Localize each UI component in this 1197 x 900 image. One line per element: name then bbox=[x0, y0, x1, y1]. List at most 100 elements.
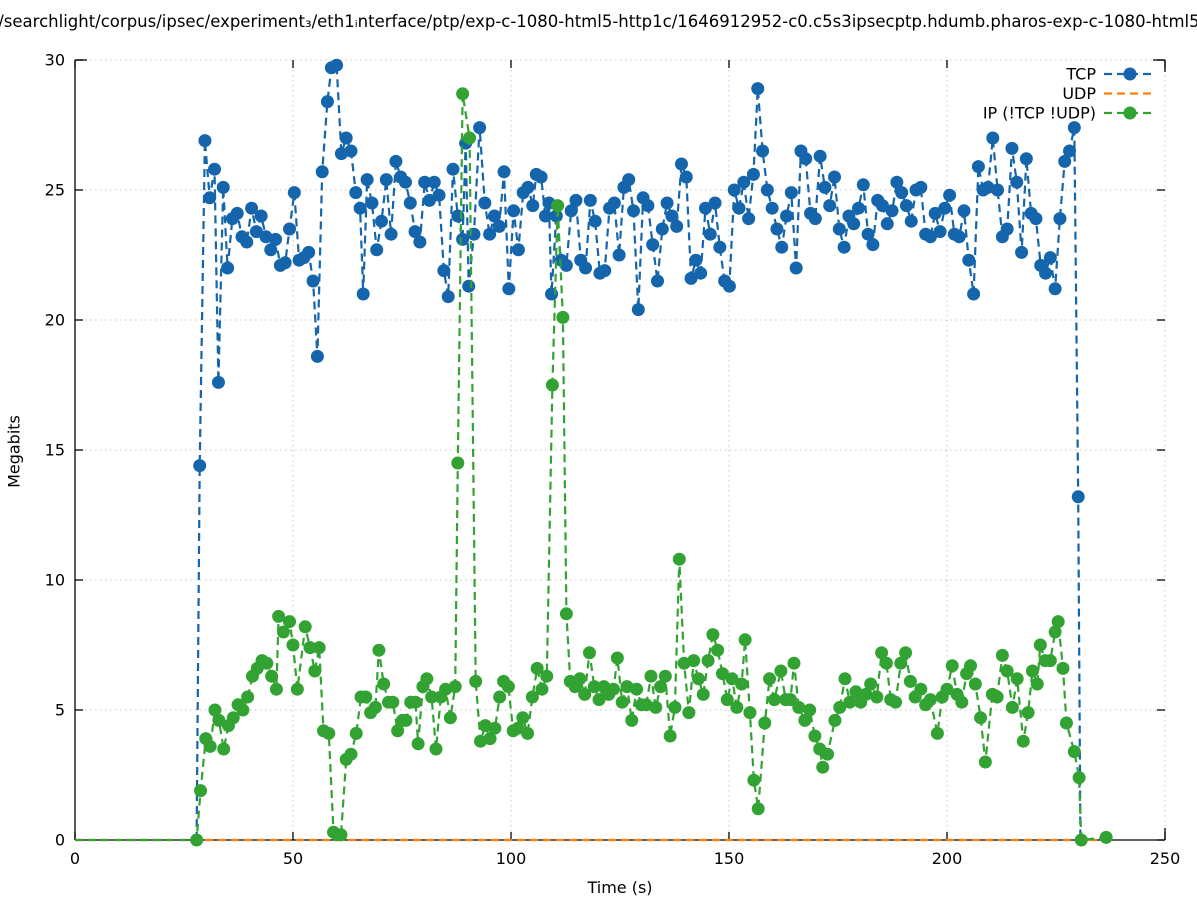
data-point bbox=[525, 690, 539, 704]
data-point bbox=[194, 784, 208, 798]
data-point bbox=[375, 214, 389, 228]
data-point bbox=[1010, 672, 1024, 686]
data-point bbox=[715, 667, 729, 681]
data-point bbox=[372, 643, 386, 657]
data-point bbox=[521, 726, 535, 740]
data-point bbox=[708, 196, 722, 210]
y-tick-label: 15 bbox=[45, 441, 65, 460]
data-point bbox=[320, 95, 334, 109]
data-point bbox=[551, 199, 565, 213]
data-point bbox=[789, 261, 803, 275]
data-point bbox=[193, 459, 207, 473]
data-point bbox=[962, 253, 976, 267]
data-point bbox=[763, 672, 777, 686]
data-point bbox=[649, 700, 663, 714]
data-point bbox=[516, 711, 530, 725]
data-point bbox=[1063, 144, 1077, 158]
data-point bbox=[418, 175, 432, 189]
data-point bbox=[403, 196, 417, 210]
data-point bbox=[821, 747, 835, 761]
data-point bbox=[808, 212, 822, 226]
data-point bbox=[526, 199, 540, 213]
data-point bbox=[344, 747, 358, 761]
data-point bbox=[828, 713, 842, 727]
data-point bbox=[208, 703, 222, 717]
data-point bbox=[312, 641, 326, 655]
data-point bbox=[379, 173, 393, 187]
data-point bbox=[384, 227, 398, 241]
data-point bbox=[322, 726, 336, 740]
data-point bbox=[501, 680, 515, 694]
data-point bbox=[933, 225, 947, 239]
data-point bbox=[725, 672, 739, 686]
data-point bbox=[272, 609, 286, 623]
data-point bbox=[1067, 745, 1081, 759]
data-point bbox=[283, 615, 297, 629]
data-point bbox=[302, 245, 316, 259]
data-point bbox=[556, 310, 570, 324]
data-point bbox=[540, 669, 554, 683]
data-point bbox=[409, 695, 423, 709]
data-point bbox=[631, 303, 645, 317]
data-point bbox=[828, 170, 842, 184]
legend-marker bbox=[1123, 67, 1137, 81]
data-point bbox=[856, 178, 870, 192]
data-point bbox=[413, 235, 427, 249]
data-point bbox=[389, 154, 403, 168]
data-point bbox=[971, 160, 985, 174]
data-point bbox=[607, 196, 621, 210]
data-point bbox=[569, 193, 583, 207]
data-point bbox=[630, 682, 644, 696]
data-point bbox=[488, 721, 502, 735]
data-point bbox=[298, 620, 312, 634]
data-point bbox=[665, 209, 679, 223]
data-point bbox=[399, 713, 413, 727]
data-point bbox=[625, 713, 639, 727]
data-point bbox=[456, 232, 470, 246]
data-point bbox=[1043, 251, 1057, 265]
data-point bbox=[890, 175, 904, 189]
data-point bbox=[689, 253, 703, 267]
data-point bbox=[682, 706, 696, 720]
data-point bbox=[534, 170, 548, 184]
data-point bbox=[456, 87, 470, 101]
data-point bbox=[1051, 615, 1065, 629]
data-point bbox=[780, 209, 794, 223]
data-point bbox=[497, 165, 511, 179]
data-point bbox=[711, 643, 725, 657]
data-point bbox=[945, 659, 959, 673]
data-point bbox=[511, 721, 525, 735]
x-tick-label: 0 bbox=[70, 849, 80, 868]
data-point bbox=[386, 695, 400, 709]
data-point bbox=[679, 170, 693, 184]
data-point bbox=[843, 695, 857, 709]
data-point bbox=[290, 682, 304, 696]
y-tick-label: 0 bbox=[55, 831, 65, 850]
data-point bbox=[1005, 700, 1019, 714]
data-point bbox=[991, 183, 1005, 197]
data-point bbox=[446, 162, 460, 176]
data-point bbox=[511, 243, 525, 257]
y-tick-label: 25 bbox=[45, 181, 65, 200]
data-point bbox=[742, 212, 756, 226]
data-point bbox=[579, 261, 593, 275]
data-point bbox=[370, 243, 384, 257]
data-point bbox=[914, 180, 928, 194]
data-point bbox=[730, 700, 744, 714]
data-point bbox=[226, 711, 240, 725]
data-point bbox=[1099, 830, 1113, 844]
data-point bbox=[211, 375, 225, 389]
x-tick-label: 200 bbox=[932, 849, 963, 868]
data-point bbox=[875, 646, 889, 660]
data-point bbox=[368, 700, 382, 714]
data-point bbox=[903, 674, 917, 688]
data-point bbox=[538, 209, 552, 223]
data-point bbox=[928, 206, 942, 220]
data-point bbox=[564, 204, 578, 218]
data-point bbox=[1005, 141, 1019, 155]
data-point bbox=[818, 180, 832, 194]
data-point bbox=[349, 726, 363, 740]
data-point bbox=[598, 264, 612, 278]
data-point bbox=[1056, 661, 1070, 675]
